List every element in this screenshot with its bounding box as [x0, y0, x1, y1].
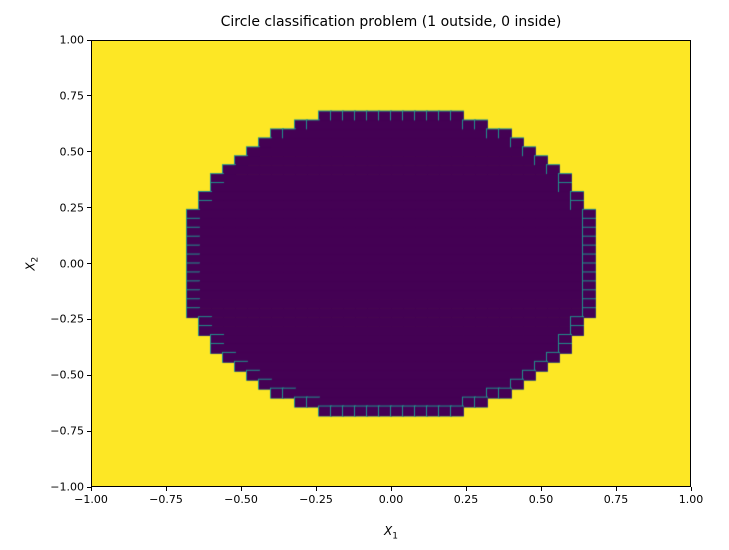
xtick-mark — [391, 487, 392, 491]
xtick-label: −0.75 — [149, 493, 183, 506]
ytick-label: 0.25 — [60, 201, 85, 214]
ytick-mark — [87, 319, 91, 320]
ytick-mark — [87, 207, 91, 208]
ytick-mark — [87, 375, 91, 376]
xtick-label: −0.50 — [224, 493, 258, 506]
chart-title: Circle classification problem (1 outside… — [91, 14, 691, 30]
ytick-label: 0.75 — [60, 89, 85, 102]
ytick-mark — [87, 151, 91, 152]
xtick-mark — [91, 487, 92, 491]
xtick-mark — [466, 487, 467, 491]
y-axis-label: X2 — [23, 257, 40, 271]
region-inside — [91, 40, 691, 487]
xtick-label: 0.00 — [379, 493, 404, 506]
ytick-label: −0.25 — [50, 313, 84, 326]
axes — [91, 40, 691, 487]
xtick-mark — [166, 487, 167, 491]
ytick-label: −0.75 — [50, 425, 84, 438]
y-axis-label-wrap: X2 — [22, 40, 42, 487]
xtick-label: −0.25 — [299, 493, 333, 506]
ytick-mark — [87, 95, 91, 96]
axis-spine-left — [91, 40, 92, 487]
ytick-mark — [87, 431, 91, 432]
ytick-mark — [87, 40, 91, 41]
ytick-label: 1.00 — [60, 34, 85, 47]
ytick-label: 0.00 — [60, 257, 85, 270]
ytick-label: −0.50 — [50, 369, 84, 382]
xtick-label: 0.25 — [454, 493, 479, 506]
xtick-label: 0.50 — [529, 493, 554, 506]
ytick-mark — [87, 263, 91, 264]
xtick-mark — [241, 487, 242, 491]
ytick-mark — [87, 487, 91, 488]
xtick-mark — [541, 487, 542, 491]
axis-spine-top — [91, 40, 691, 41]
xtick-label: −1.00 — [74, 493, 108, 506]
xtick-mark — [616, 487, 617, 491]
x-axis-label: X1 — [91, 524, 691, 541]
xtick-mark — [316, 487, 317, 491]
xtick-label: 0.75 — [604, 493, 629, 506]
plot-area — [91, 40, 691, 487]
axis-spine-right — [690, 40, 691, 487]
xtick-label: 1.00 — [679, 493, 704, 506]
figure: Circle classification problem (1 outside… — [0, 0, 729, 550]
ytick-label: −1.00 — [50, 481, 84, 494]
xtick-mark — [691, 487, 692, 491]
ytick-label: 0.50 — [60, 145, 85, 158]
